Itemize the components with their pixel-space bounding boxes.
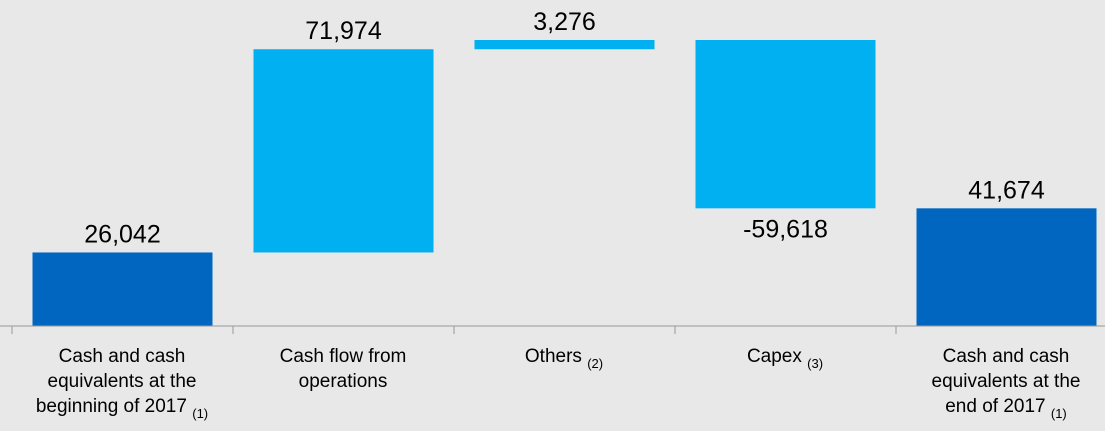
value-label-4: -59,618 [743, 215, 828, 243]
footnote-marker: (1) [1050, 406, 1067, 421]
bar-3 [474, 40, 655, 50]
category-line: equivalents at the [931, 371, 1081, 392]
category-line: Others [524, 346, 582, 367]
category-line: equivalents at the [47, 371, 197, 392]
footnote-marker: (3) [807, 356, 824, 371]
category-line: Capex [746, 346, 802, 367]
category-label-4: Capex (3) [675, 344, 895, 371]
bar-2 [253, 49, 434, 253]
category-line: operations [298, 371, 388, 392]
value-label-3: 3,276 [533, 8, 596, 36]
category-label-5: Cash and cash equivalents at the end of 20… [896, 344, 1105, 421]
bar-1 [32, 252, 213, 326]
category-line: beginning of 2017 [35, 396, 187, 417]
value-label-5: 41,674 [968, 176, 1045, 204]
value-label-1: 26,042 [84, 220, 160, 248]
footnote-marker: (1) [192, 406, 209, 421]
category-label-1: Cash and cash equivalents at the beginning… [12, 344, 232, 421]
category-line: end of 2017 [945, 396, 1046, 417]
category-line: Cash and cash [942, 346, 1070, 367]
category-line: Cash flow from [279, 346, 407, 367]
bar-4 [695, 40, 876, 209]
category-line: Cash and cash [58, 346, 186, 367]
category-label-3: Others (2) [454, 344, 674, 371]
category-label-2: Cash flow from operations [233, 344, 453, 394]
bar-5 [916, 208, 1097, 326]
value-label-2: 71,974 [305, 17, 382, 45]
footnote-marker: (2) [587, 356, 604, 371]
